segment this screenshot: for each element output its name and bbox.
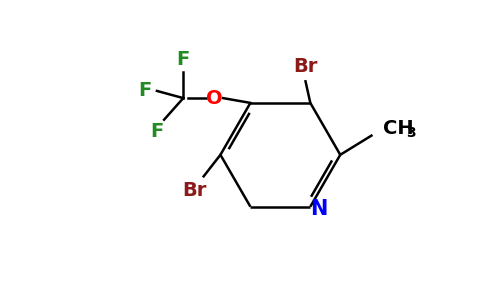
Text: CH: CH: [383, 119, 414, 138]
Text: Br: Br: [293, 57, 318, 76]
Text: O: O: [206, 88, 223, 108]
Text: Br: Br: [182, 181, 206, 200]
Text: N: N: [310, 199, 328, 219]
Text: F: F: [177, 50, 190, 69]
Text: F: F: [138, 81, 151, 101]
Text: 3: 3: [407, 126, 416, 140]
Text: F: F: [151, 122, 164, 141]
